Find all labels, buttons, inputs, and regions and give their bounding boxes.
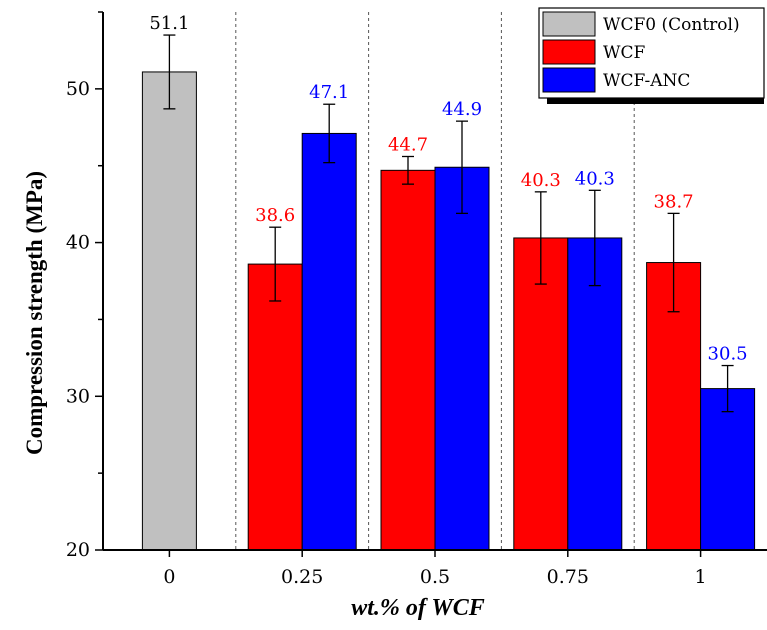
data-label: 38.6 (255, 205, 295, 226)
data-label: 30.5 (708, 344, 748, 365)
legend-swatch (542, 11, 596, 37)
y-tick-label: 30 (66, 385, 90, 407)
bar-wcf-anc-1 (700, 388, 756, 551)
data-label: 40.3 (575, 168, 615, 189)
bar-wcf-anc-0.25 (301, 132, 357, 551)
axes: 20 30 40 50 0 0.25 0.5 0.75 1 (66, 11, 767, 588)
legend: WCF0 (Control) WCF WCF-ANC (538, 7, 765, 104)
legend-shadow (547, 98, 764, 104)
bar-wcf-0.25 (247, 263, 303, 551)
bars (141, 71, 756, 551)
bar-wcf-anc-0.5 (434, 166, 490, 551)
x-tick-label: 0.75 (547, 566, 589, 588)
data-labels: 51.1 38.6 47.1 44.7 44.9 40.3 40.3 38.7 30.5 (149, 13, 747, 364)
bar-wcf-0.75 (513, 237, 569, 551)
bar-wcf-0.5 (380, 169, 436, 551)
data-label: 44.7 (388, 134, 428, 155)
y-tick-label: 20 (66, 539, 90, 561)
legend-label: WCF (603, 43, 645, 63)
y-axis-title: Compression strength (MPa) (22, 171, 47, 455)
y-tick-label: 40 (66, 232, 90, 254)
data-label: 38.7 (654, 191, 694, 212)
legend-swatch (542, 67, 596, 93)
data-label: 51.1 (149, 13, 189, 34)
y-tick-label: 50 (66, 78, 90, 100)
legend-swatch (542, 39, 596, 65)
x-tick-label: 0.25 (281, 566, 323, 588)
legend-label: WCF0 (Control) (603, 15, 740, 35)
legend-label: WCF-ANC (603, 71, 690, 91)
data-label: 47.1 (309, 82, 349, 103)
x-axis-title: wt.% of WCF (351, 595, 485, 621)
x-tick-label: 1 (695, 566, 707, 588)
bar-wcf0-control--0 (141, 71, 197, 551)
x-tick-label: 0.5 (420, 566, 450, 588)
error-bars (163, 34, 734, 413)
bar-wcf-anc-0.75 (567, 237, 623, 551)
data-label: 44.9 (442, 99, 482, 120)
x-tick-label: 0 (163, 566, 175, 588)
data-label: 40.3 (521, 170, 561, 191)
